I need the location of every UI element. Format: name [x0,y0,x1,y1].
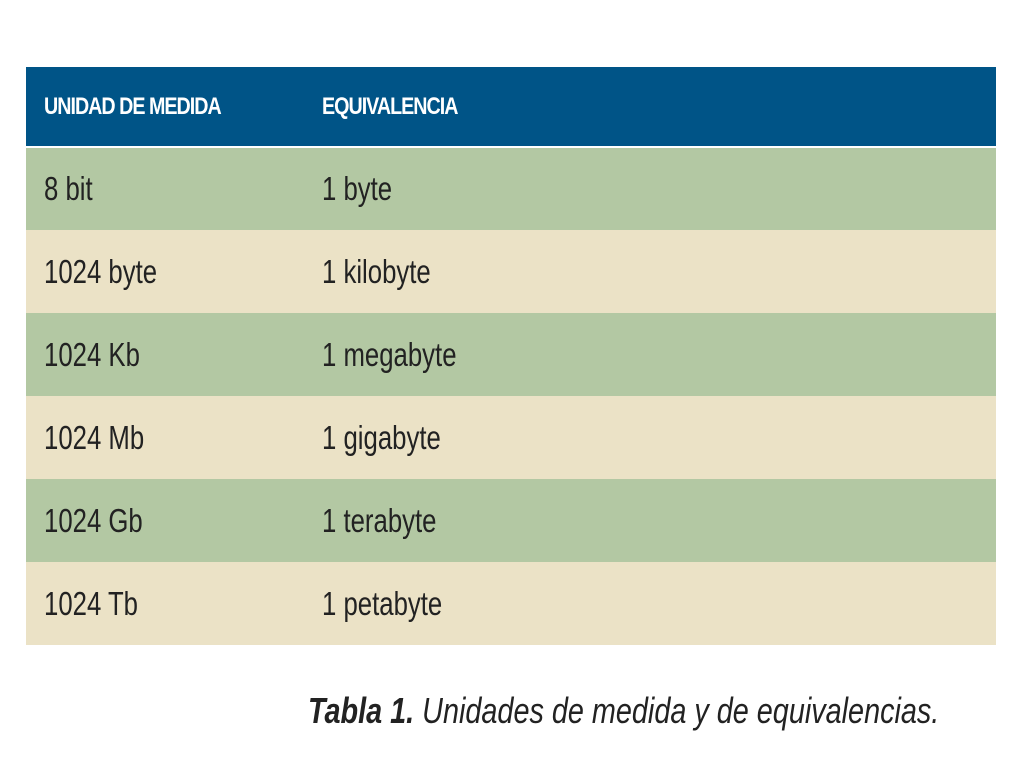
table-row: 8 bit 1 byte [26,147,996,230]
table-caption: Tabla 1. Unidades de medida y de equival… [308,690,1024,732]
cell-unit: 1024 Tb [44,584,138,622]
units-table-container: UNIDAD DE MEDIDA EQUIVALENCIA 8 bit 1 by… [26,67,996,645]
cell-equivalence: 1 terabyte [322,501,437,539]
units-table: UNIDAD DE MEDIDA EQUIVALENCIA 8 bit 1 by… [26,67,996,645]
cell-unit: 1024 Kb [44,335,140,373]
header-equivalencia: EQUIVALENCIA [304,67,996,148]
cell-unit: 1024 Mb [44,418,145,456]
cell-equivalence: 1 gigabyte [322,418,441,456]
table-row: 1024 Kb 1 megabyte [26,313,996,396]
table-row: 1024 Mb 1 gigabyte [26,396,996,479]
caption-text: Unidades de medida y de equivalencias. [414,690,940,731]
caption-label: Tabla 1. [308,690,415,731]
cell-unit: 1024 byte [44,252,158,290]
cell-unit: 8 bit [44,170,93,207]
table-row: 1024 Gb 1 terabyte [26,479,996,562]
cell-equivalence: 1 megabyte [322,335,457,373]
cell-equivalence: 1 petabyte [322,584,443,622]
table-row: 1024 Tb 1 petabyte [26,562,996,645]
table-row: 1024 byte 1 kilobyte [26,230,996,313]
header-unidad-de-medida: UNIDAD DE MEDIDA [26,67,304,148]
cell-equivalence: 1 kilobyte [322,252,431,290]
table-body: 8 bit 1 byte 1024 byte 1 kilobyte 1024 K… [26,147,996,645]
cell-unit: 1024 Gb [44,501,143,539]
cell-equivalence: 1 byte [322,170,393,207]
table-header: UNIDAD DE MEDIDA EQUIVALENCIA [26,67,996,148]
header-row: UNIDAD DE MEDIDA EQUIVALENCIA [26,67,996,148]
